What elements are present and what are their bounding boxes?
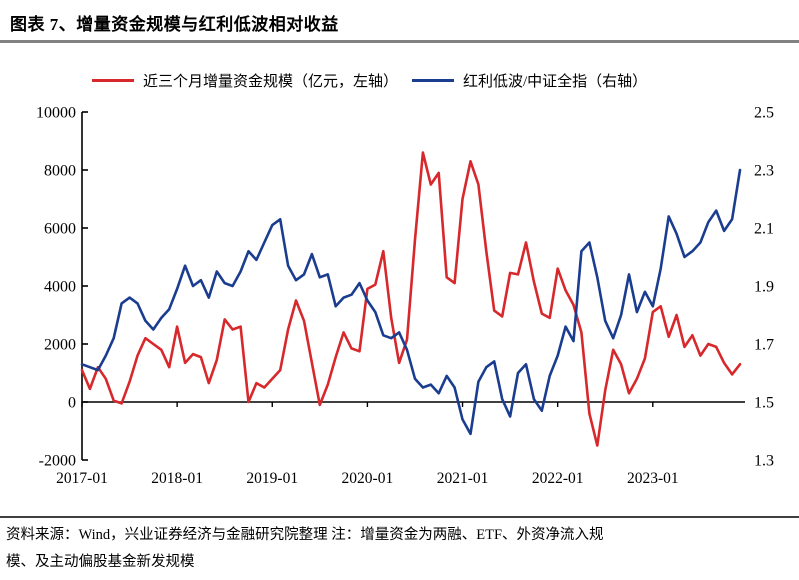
right-axis-tick-label: 1.3 [754, 453, 774, 470]
x-axis-tick-label: 2021-01 [437, 470, 489, 487]
source-divider [0, 516, 799, 518]
left-axis-tick-label: 2000 [44, 337, 76, 354]
source-note: 资料来源：Wind，兴业证券经济与金融研究院整理 注：增量资金为两融、ETF、外… [6, 522, 792, 576]
x-axis-tick-label: 2018-01 [151, 470, 203, 487]
blue-line-swatch [412, 79, 455, 82]
chart-legend: 近三个月增量资金规模（亿元，左轴） 红利低波/中证全指（右轴） [92, 70, 647, 91]
legend-item-red: 近三个月增量资金规模（亿元，左轴） [92, 70, 398, 91]
right-axis-tick-label: 1.9 [754, 279, 774, 296]
red-line-swatch [92, 79, 134, 82]
left-axis-tick-label: 10000 [36, 105, 76, 122]
right-axis-tick-label: 1.7 [754, 337, 774, 354]
right-axis-labels: 2.5 2.3 2.1 1.9 1.7 1.5 1.3 [754, 105, 774, 470]
blue-series-line [80, 168, 742, 436]
x-axis-tick-label: 2022-01 [532, 470, 584, 487]
left-axis: 10000 8000 6000 4000 2000 0 -2000 [36, 105, 88, 470]
x-axis-tick-label: 2019-01 [246, 470, 298, 487]
title-divider [0, 40, 799, 43]
x-axis-tick-label: 2020-01 [342, 470, 394, 487]
left-axis-tick-label: 6000 [44, 221, 76, 238]
figure-title: 图表 7、增量资金规模与红利低波相对收益 [10, 15, 339, 34]
x-axis-tick-label: 2017-01 [56, 470, 108, 487]
right-axis-tick-label: 2.3 [754, 163, 774, 180]
x-axis: 2017-01 2018-01 2019-01 2020-01 2021-01 2022-… [56, 401, 745, 487]
right-axis-tick-label: 1.5 [754, 395, 774, 412]
right-axis-tick-label: 2.5 [754, 105, 774, 122]
legend-label-blue: 红利低波/中证全指（右轴） [463, 74, 648, 90]
series-lines [80, 151, 742, 447]
source-note-line1: 资料来源：Wind，兴业证券经济与金融研究院整理 注：增量资金为两融、ETF、外… [6, 527, 604, 543]
left-axis-tick-label: -2000 [39, 453, 76, 470]
legend-label-red: 近三个月增量资金规模（亿元，左轴） [143, 74, 399, 90]
x-axis-tick-label: 2023-01 [627, 470, 679, 487]
right-axis-tick-label: 2.1 [754, 221, 774, 238]
left-axis-tick-label: 0 [68, 395, 76, 412]
left-axis-tick-label: 8000 [44, 163, 76, 180]
red-series-line [80, 151, 742, 447]
legend-item-blue: 红利低波/中证全指（右轴） [412, 70, 647, 91]
source-note-line2: 模、及主动偏股基金新发规模 [6, 554, 195, 570]
left-axis-tick-label: 4000 [44, 279, 76, 296]
